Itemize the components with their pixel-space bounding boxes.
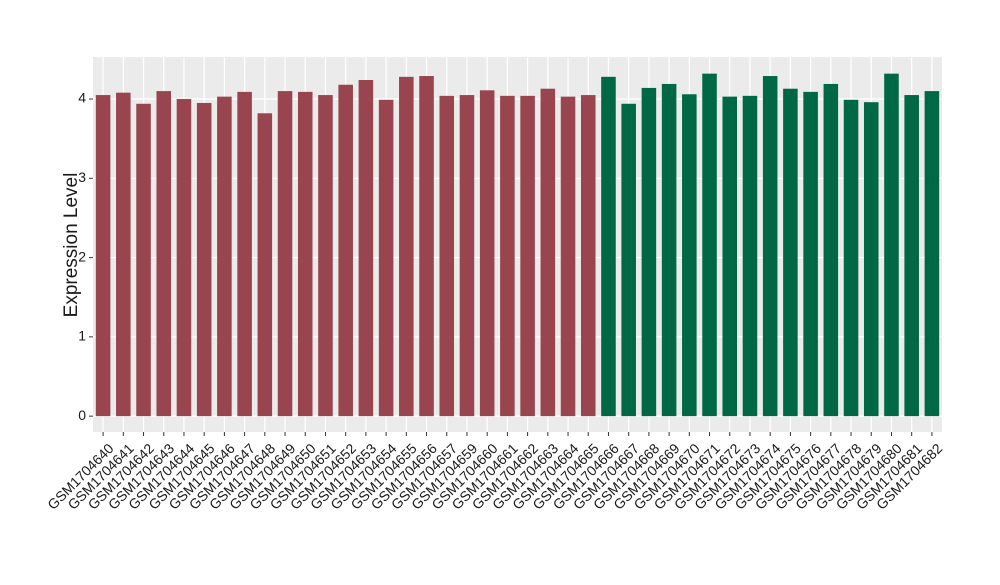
bar [601, 76, 616, 417]
bar [702, 73, 717, 417]
bar [257, 113, 273, 417]
bar [156, 91, 172, 417]
bar [661, 83, 677, 417]
bar [277, 91, 293, 417]
bar [459, 95, 475, 417]
bar [500, 95, 515, 417]
bar [682, 94, 697, 417]
bar [924, 91, 940, 417]
bar [722, 96, 738, 417]
y-tick-label: 2 [78, 248, 86, 264]
bar [762, 76, 778, 417]
y-tick-label: 4 [78, 90, 86, 106]
bar [196, 102, 212, 417]
bar [641, 87, 657, 417]
plot-panel [93, 57, 942, 432]
bar [399, 76, 414, 417]
bar [783, 88, 798, 417]
bar [95, 95, 111, 417]
y-tick-label: 1 [78, 328, 86, 344]
y-axis-label: Expression Level [61, 173, 82, 318]
bar [803, 91, 818, 417]
bar [904, 95, 919, 417]
bar [560, 96, 576, 417]
bar [621, 103, 636, 417]
bar [580, 95, 596, 417]
bar [338, 84, 353, 417]
bar [237, 91, 252, 417]
bar [358, 79, 374, 417]
y-tick-label: 3 [78, 169, 86, 185]
bar [378, 99, 394, 417]
bar [884, 73, 899, 417]
bar [217, 96, 232, 417]
bar [419, 76, 434, 417]
bar [742, 95, 758, 417]
y-tick-label: 0 [78, 407, 86, 423]
bar [479, 90, 495, 417]
bar [843, 99, 859, 417]
bar [136, 103, 151, 417]
bar [540, 88, 556, 417]
bar [823, 83, 839, 417]
bar [297, 91, 313, 417]
bar [318, 95, 333, 417]
bar [176, 99, 192, 417]
bar [520, 95, 535, 417]
bar [116, 92, 131, 417]
bar [863, 102, 879, 417]
bar [439, 95, 455, 417]
